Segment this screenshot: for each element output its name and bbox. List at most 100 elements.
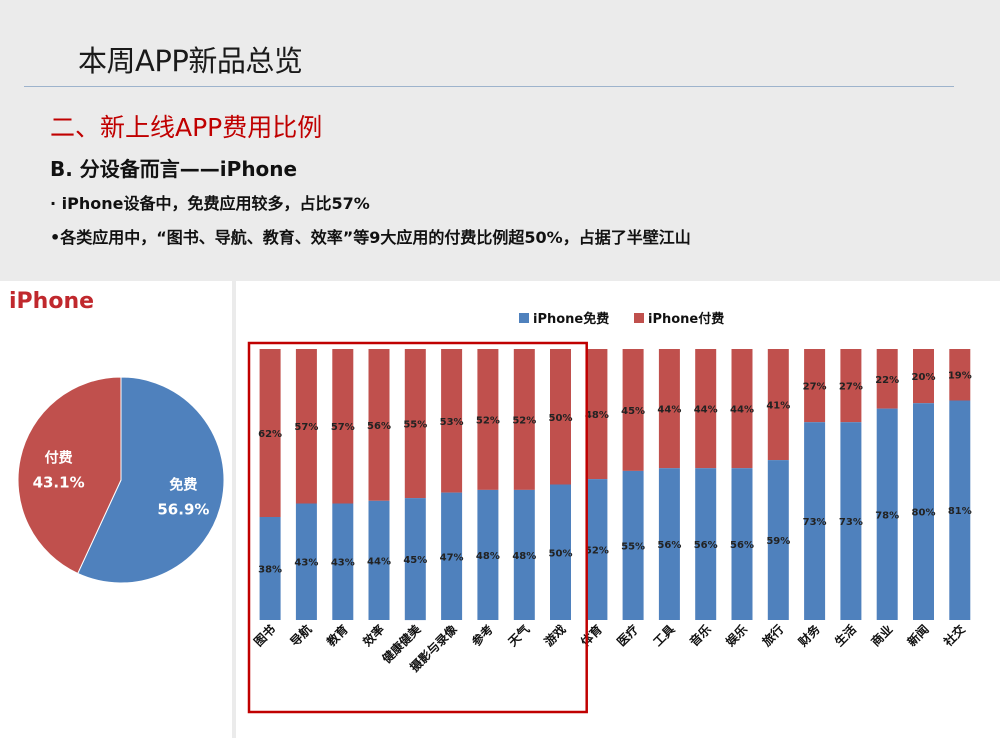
bar-paid: [622, 349, 644, 471]
bar-paid: [477, 349, 499, 490]
bar-label-paid: 20%: [912, 372, 936, 383]
bar-label-paid: 56%: [367, 421, 391, 432]
legend-swatch-free: [519, 313, 529, 323]
bar-paid: [404, 349, 426, 499]
bullet-2: •各类应用中，“图书、导航、教育、效率”等9大应用的付费比例超50%，占据了半壁…: [50, 228, 691, 247]
bar-label-paid: 53%: [440, 417, 464, 428]
bar-label-paid: 50%: [549, 413, 573, 424]
bar-label-paid: 27%: [803, 382, 827, 393]
bar-label-free: 43%: [294, 558, 318, 569]
bar-paid: [804, 349, 826, 423]
bar-paid: [368, 349, 390, 501]
bar-free: [731, 468, 753, 620]
x-tick-label: 图书: [251, 622, 279, 650]
bar-paid: [586, 349, 608, 480]
bar-paid: [295, 349, 317, 504]
bar-label-free: 44%: [367, 556, 391, 567]
x-tick-label: 游戏: [541, 622, 569, 650]
x-tick-label: 生活: [831, 622, 859, 650]
bar-free: [695, 468, 717, 620]
bar-label-paid: 52%: [512, 416, 536, 427]
bar-free: [332, 503, 354, 620]
bar-paid: [695, 349, 717, 469]
bar-label-paid: 44%: [730, 405, 754, 416]
x-tick-label: 天气: [505, 622, 533, 650]
legend-label-paid: iPhone付费: [648, 311, 724, 327]
x-tick-label: 导航: [287, 622, 315, 650]
x-tick-label: 财务: [794, 621, 823, 650]
x-tick-label: 新闻: [904, 622, 932, 650]
x-tick-label: 参考: [468, 622, 496, 650]
bar-label-free: 73%: [803, 517, 827, 528]
legend-swatch-paid: [634, 313, 644, 323]
bar-label-free: 80%: [912, 508, 936, 519]
slide-title: 本周APP新品总览: [78, 44, 303, 78]
bar-paid: [731, 349, 753, 469]
bar-label-free: 38%: [258, 565, 282, 576]
bar-label-free: 55%: [621, 542, 645, 553]
bar-paid: [949, 349, 971, 401]
x-tick-label: 工具: [651, 622, 678, 649]
bar-paid: [913, 349, 934, 404]
bar-label-paid: 45%: [621, 406, 645, 417]
bar-label-free: 47%: [440, 552, 464, 563]
bar-label-free: 48%: [476, 551, 500, 562]
bar-paid: [876, 349, 898, 409]
pie-slice-free: [77, 376, 225, 584]
pie-slice-value: 56.9%: [157, 501, 209, 519]
bar-free: [767, 460, 789, 620]
bar-paid: [441, 349, 463, 493]
bar-free: [658, 468, 680, 620]
bar-free: [513, 489, 535, 620]
bar-free: [913, 403, 934, 620]
bar-free: [477, 489, 499, 620]
bar-paid: [513, 349, 535, 490]
bar-free: [259, 517, 281, 620]
bar-label-free: 56%: [730, 540, 754, 551]
bar-label-free: 59%: [766, 536, 790, 547]
bar-label-free: 50%: [549, 548, 573, 559]
pie-slice-label: 免费: [169, 477, 197, 494]
bar-paid: [658, 349, 680, 469]
legend-label-free: iPhone免费: [533, 311, 609, 327]
x-tick-label: 旅行: [759, 622, 787, 650]
bar-free: [804, 422, 826, 620]
bar-free: [295, 503, 317, 620]
bar-free: [586, 479, 608, 620]
bar-label-paid: 44%: [657, 405, 681, 416]
title-divider: [24, 86, 954, 87]
x-tick-label: 教育: [323, 622, 351, 650]
bar-paid: [840, 349, 862, 423]
x-tick-label: 商业: [868, 622, 896, 650]
bar-free: [949, 400, 971, 620]
bar-paid: [550, 349, 571, 485]
pie-slice-label: 付费: [45, 449, 73, 466]
x-tick-label: 社交: [940, 622, 968, 650]
bar-label-free: 45%: [403, 555, 427, 566]
bullet-1: · iPhone设备中，免费应用较多，占比57%: [50, 194, 370, 213]
x-tick-label: 音乐: [686, 622, 714, 650]
bar-label-paid: 57%: [294, 422, 318, 433]
bar-label-free: 43%: [331, 558, 355, 569]
section-title: 二、新上线APP费用比例: [50, 113, 323, 142]
bar-label-paid: 27%: [839, 382, 863, 393]
pie-chart-title: iPhone: [9, 289, 95, 314]
x-tick-label: 效率: [360, 622, 388, 650]
bar-chart-panel: [236, 281, 1000, 738]
bar-label-paid: 22%: [875, 375, 899, 386]
bar-free: [441, 492, 463, 620]
bar-paid: [259, 349, 281, 517]
bar-free: [404, 498, 426, 621]
bar-label-paid: 19%: [948, 371, 972, 382]
bar-label-free: 81%: [948, 506, 972, 517]
bar-label-paid: 52%: [476, 416, 500, 427]
x-tick-label: 体育: [577, 622, 605, 650]
bar-free: [550, 484, 571, 620]
bar-label-paid: 44%: [694, 405, 718, 416]
bar-label-paid: 41%: [766, 401, 790, 412]
bar-label-free: 56%: [694, 540, 718, 551]
bar-paid: [332, 349, 354, 504]
x-tick-label: 医疗: [614, 622, 642, 650]
bar-label-paid: 62%: [258, 429, 282, 440]
